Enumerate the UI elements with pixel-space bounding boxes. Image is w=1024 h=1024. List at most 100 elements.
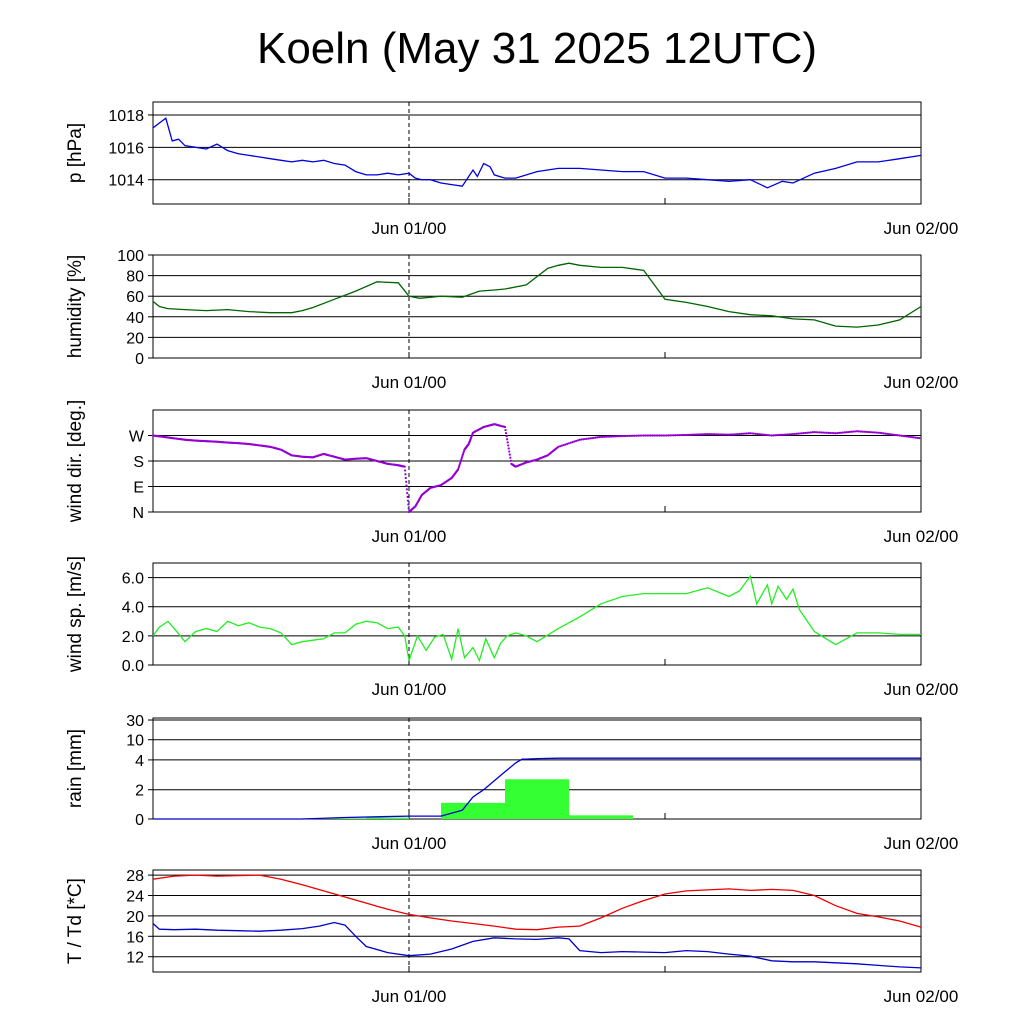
wind-direction-point	[699, 433, 702, 436]
wind-direction-point	[829, 431, 832, 435]
wind-direction-point	[458, 463, 461, 466]
wind-direction-point	[900, 434, 903, 437]
wind-direction-point	[797, 432, 800, 435]
wind-direction-point	[628, 434, 631, 437]
wind-direction-point	[884, 432, 887, 435]
wind-direction-point	[729, 433, 732, 436]
wind-direction-point	[895, 433, 898, 437]
wind-direction-point	[459, 461, 462, 464]
wind-direction-point	[573, 440, 576, 443]
wind-direction-point	[407, 507, 410, 510]
rain-bar	[366, 817, 409, 819]
wind-direction-point	[605, 435, 608, 438]
x-tick-label: Jun 02/00	[884, 680, 959, 699]
wind-direction-point	[735, 433, 738, 436]
x-tick-label: Jun 01/00	[372, 834, 447, 853]
wind-direction-point	[506, 441, 509, 444]
wind-direction-point	[503, 425, 507, 429]
wind-direction-point	[508, 450, 511, 453]
wind-direction-point	[403, 465, 406, 468]
wind-direction-point	[772, 434, 775, 437]
rain-bar	[302, 818, 367, 819]
wind-direction-point	[685, 433, 688, 437]
wind-direction-point	[745, 432, 748, 435]
wind-direction-point	[823, 431, 827, 434]
y-tick-label: 20	[126, 909, 144, 926]
wind-direction-point	[905, 435, 908, 438]
y-tick-label: 1018	[108, 108, 144, 125]
y-tick-label: 1016	[108, 140, 144, 157]
wind-direction-point	[767, 434, 770, 437]
wind-direction-point	[458, 465, 461, 468]
y-tick-label: 0.0	[122, 658, 144, 675]
wind-direction-point	[592, 436, 595, 439]
wind-direction-point	[834, 432, 837, 435]
wind-direction-point	[649, 434, 652, 437]
wind-direction-point	[713, 433, 716, 436]
wind-direction-point	[754, 432, 757, 435]
wind-direction-point	[582, 438, 585, 441]
wind-direction-point	[759, 433, 763, 436]
pressure-line	[152, 117, 922, 189]
wind-direction-point	[779, 433, 782, 437]
wind-direction-point	[891, 433, 894, 436]
wind-direction-point	[795, 432, 798, 435]
wind-direction-point	[912, 436, 915, 439]
wind-direction-point	[624, 434, 627, 438]
wind-direction-point	[665, 434, 668, 437]
y-tick-label: 1014	[108, 173, 144, 190]
wind-direction-point	[914, 436, 917, 439]
wind-direction-point	[843, 431, 846, 434]
y-tick-label: 4	[135, 753, 144, 770]
x-tick-label: Jun 01/00	[372, 527, 447, 546]
wind-direction-point	[571, 441, 574, 444]
wind-direction-point	[461, 453, 464, 456]
wind-direction-point	[506, 438, 509, 441]
wind-direction-point	[504, 432, 508, 435]
humidity-line	[152, 262, 922, 328]
wind-direction-point	[575, 439, 578, 443]
wind-direction-point	[644, 434, 647, 437]
wind-direction-point	[736, 432, 739, 436]
wind-direction-point	[567, 442, 571, 445]
wind-direction-point	[726, 433, 729, 436]
wind-direction-point	[845, 431, 848, 434]
y-tick-label: 28	[126, 868, 144, 885]
wind-direction-point	[806, 431, 809, 434]
wind-direction-point	[626, 434, 629, 438]
y-tick-label: 0	[135, 351, 144, 368]
wind-direction-point	[756, 432, 759, 436]
wind-direction-point	[647, 434, 651, 437]
wind-direction-point	[646, 434, 649, 437]
wind-direction-point	[569, 441, 572, 444]
wind-direction-point	[873, 431, 876, 434]
wind-direction-point	[809, 431, 812, 434]
wind-direction-point	[403, 469, 407, 472]
wind-direction-point	[793, 432, 796, 436]
wind-direction-point	[733, 433, 736, 436]
wind-direction-point	[832, 432, 835, 435]
wind-direction-point	[591, 436, 594, 440]
wind-direction-point	[857, 430, 860, 433]
wind-direction-point	[674, 434, 677, 437]
wind-direction-point	[816, 431, 819, 434]
wind-direction-point	[508, 453, 511, 456]
wind-direction-point	[717, 433, 720, 436]
wind-direction-point	[886, 432, 889, 435]
wind-direction-point	[461, 455, 464, 458]
wind-direction-point	[861, 430, 864, 433]
wind-direction-point	[603, 435, 606, 438]
wind-direction-point	[640, 434, 643, 437]
y-axis-label: T / Td [*C]	[65, 878, 86, 964]
wind-direction-point	[875, 431, 878, 434]
wind-direction-point	[615, 435, 619, 438]
wind-direction-point	[509, 459, 512, 462]
wind-direction-point	[687, 433, 690, 436]
wind-direction-point	[893, 433, 896, 436]
y-tick-label: 100	[117, 248, 144, 265]
wind-direction-point	[578, 438, 581, 441]
wind-direction-point	[911, 436, 914, 439]
wind-direction-point	[630, 434, 633, 437]
x-tick-label: Jun 01/00	[372, 373, 447, 392]
wind-direction-point	[692, 433, 695, 436]
